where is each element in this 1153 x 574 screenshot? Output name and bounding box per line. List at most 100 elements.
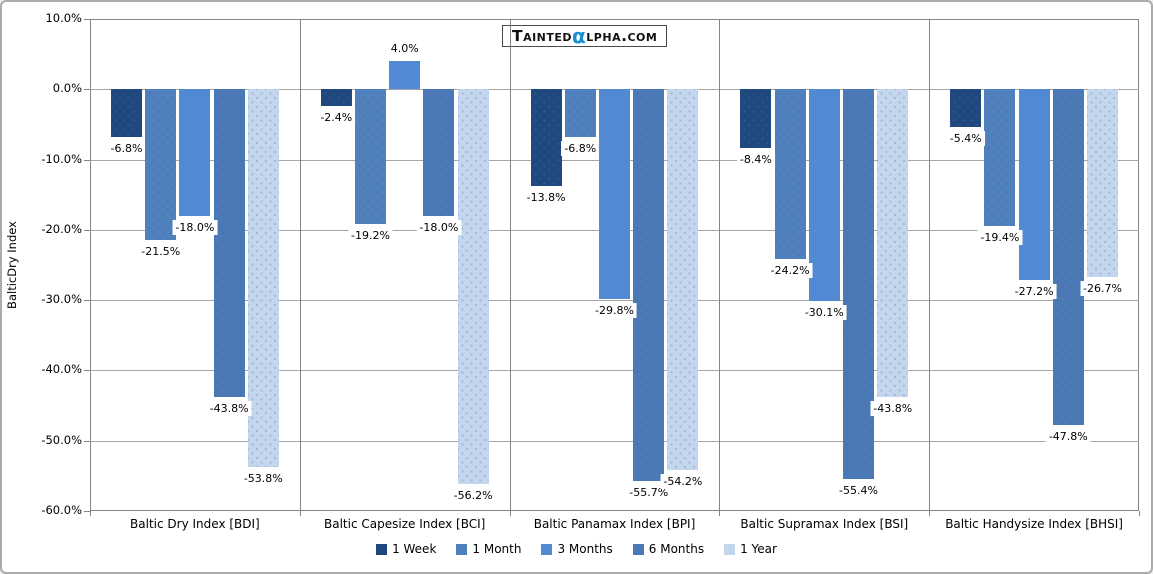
logo-text-prefix: Tainted [512,27,573,45]
category-separator [299,19,301,511]
value-label: -26.7% [1080,280,1125,296]
legend-label: 1 Month [472,542,522,556]
x-axis-tick [90,511,91,516]
gridline [90,300,1139,302]
bar-6-months [633,89,665,481]
value-label: -47.8% [1045,429,1091,445]
legend-label: 6 Months [648,542,705,556]
y-axis-tick [84,229,90,231]
bar-6-months [213,89,245,398]
bar-1-week [530,89,562,187]
value-label: -54.2% [660,474,706,490]
value-label: -53.8% [240,471,286,487]
y-tick-label: -20.0% [41,221,82,236]
legend-swatch [632,543,644,555]
value-label: -19.2% [348,228,393,244]
value-label: -18.0% [172,219,218,235]
y-axis-tick [84,440,90,442]
category-separator [929,19,931,511]
value-label: -6.8% [561,141,600,157]
bar-3-months [1018,89,1050,281]
category-label: Baltic Capesize Index [BCI] [324,517,486,531]
y-tick-label: 0.0% [52,81,82,96]
y-axis-tick [84,19,90,20]
bar-1-month [355,89,386,225]
plot-border [90,19,1139,511]
y-tick-label: -50.0% [41,432,82,447]
value-label: -13.8% [523,190,569,206]
x-axis-tick [509,511,511,516]
y-tick-label: 10.0% [45,11,82,25]
bar-3-months [599,89,630,299]
legend-label: 1 Week [392,542,437,556]
y-axis-title: BalticDry Index [5,221,19,309]
bar-1-year [1087,89,1118,277]
category-label: Baltic Panamax Index [BPI] [533,517,696,531]
legend-label: 1 Year [740,542,777,556]
logo: Tainted α lpha.com [502,24,668,48]
y-axis-tick [84,370,90,372]
category-separator [509,19,511,511]
legend-swatch [724,543,736,555]
logo-text-suffix: lpha.com [586,27,658,45]
value-label: 4.0% [387,41,422,57]
value-label: -24.2% [767,263,813,279]
value-label: -30.1% [801,304,847,320]
value-label: -6.8% [107,141,146,157]
bar-6-months [1052,89,1084,426]
value-label: -19.4% [977,229,1023,245]
bar-1-month [564,89,596,138]
bar-3-months [179,89,211,216]
value-label: -43.8% [206,401,252,417]
value-label: -56.2% [450,488,496,504]
y-axis-tick [84,89,90,91]
y-tick-label: -40.0% [41,362,82,377]
y-axis-tick [84,300,90,302]
value-label: -29.8% [592,302,637,318]
legend-item: 1 Week [376,542,436,556]
legend-label: 3 Months [557,542,613,556]
value-label: -55.4% [836,482,881,498]
logo-alpha-glyph: α [572,24,587,48]
legend-swatch [376,543,388,555]
legend-swatch [541,543,553,555]
value-label: -55.7% [626,484,672,500]
y-axis-tick [84,159,90,161]
bar-6-months [423,89,455,216]
legend-swatch [456,543,468,555]
bar-1-year [457,89,489,485]
legend: 1 Week 1 Month 3 Months 6 Months 1 Year [2,542,1151,556]
y-axis-tick [84,511,90,512]
value-label: -27.2% [1011,284,1057,300]
bar-1-month [774,89,806,260]
bar-1-week [320,89,352,107]
x-axis-tick [719,511,721,516]
y-tick-label: -60.0% [41,503,82,517]
bar-1-year [667,89,699,471]
bar-3-months [808,89,840,301]
x-axis-tick [929,511,931,516]
bar-1-year [247,89,279,468]
value-label: -2.4% [317,110,356,126]
bar-1-month [984,89,1016,226]
bar-1-week [111,89,142,138]
bar-1-year [877,89,909,398]
legend-item: 6 Months [632,542,705,556]
y-tick-label: -10.0% [41,151,82,166]
x-axis-tick [1139,511,1140,516]
category-label: Baltic Dry Index [BDI] [130,517,260,531]
bar-6-months [843,89,874,479]
category-label: Baltic Supramax Index [BSI] [740,517,909,531]
value-label: -21.5% [138,244,184,260]
x-axis-tick [299,511,301,516]
category-separator [719,19,721,511]
gridline [90,440,1139,442]
legend-item: 3 Months [541,542,613,556]
bar-1-month [145,89,177,241]
bar-1-week [740,89,772,149]
legend-item: 1 Year [724,542,777,556]
bar-3-months [389,61,421,90]
bar-1-week [950,89,982,128]
value-label: -18.0% [416,219,462,235]
